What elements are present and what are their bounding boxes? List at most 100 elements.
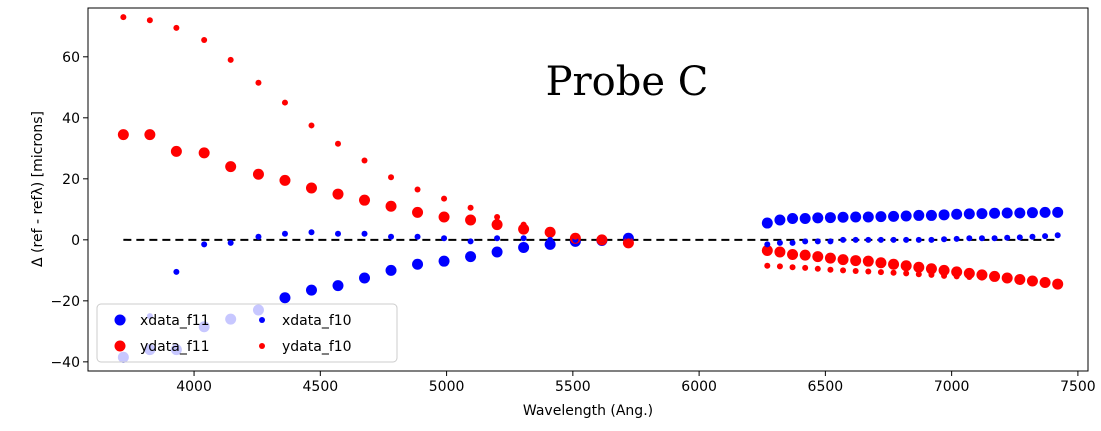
y-tick-label: −20 xyxy=(50,294,80,310)
xdata_f11-point xyxy=(976,208,988,220)
ydata_f10-point xyxy=(1042,278,1049,285)
ydata_f10-point xyxy=(991,275,998,282)
x-tick-label: 6000 xyxy=(681,379,717,395)
y-tick-label: 0 xyxy=(71,233,80,249)
ydata_f10-point xyxy=(764,262,771,269)
ydata_f10-point xyxy=(953,273,960,280)
ydata_f11-point xyxy=(837,254,849,266)
ydata_f11-point xyxy=(225,161,237,173)
xdata_f11-point xyxy=(812,212,824,224)
xdata_f10-point xyxy=(953,235,960,242)
xdata_f10-point xyxy=(802,238,809,245)
ydata_f10-point xyxy=(625,238,632,245)
ydata_f10-point xyxy=(840,267,847,274)
x-tick-label: 4000 xyxy=(176,379,212,395)
xdata_f11-point xyxy=(1039,206,1051,218)
xdata_f10-point xyxy=(915,236,922,243)
xdata_f10-point xyxy=(441,235,448,242)
ydata_f10-point xyxy=(877,269,884,276)
ydata_f11-point xyxy=(252,168,264,180)
xdata_f10-point xyxy=(865,236,872,243)
ydata_f11-point xyxy=(465,214,477,226)
x-axis-label: Wavelength (Ang.) xyxy=(523,403,653,419)
ydata_f10-point xyxy=(388,174,395,181)
xdata_f11-point xyxy=(305,284,317,296)
axis-ticks: 4000 4500 5000 5500 6000 6500 7000 7500 −40 −20 0 2… xyxy=(50,50,1095,395)
ydata_f11-point xyxy=(359,194,371,206)
ydata_f10-point xyxy=(467,204,474,211)
xdata_f11-point xyxy=(279,292,291,304)
xdata_f11-point xyxy=(359,272,371,284)
ydata_f10-point xyxy=(520,221,527,228)
xdata_f11-point xyxy=(761,217,773,229)
xdata_f11-point xyxy=(824,212,836,224)
legend-marker-ydata_f11 xyxy=(114,340,126,352)
y-tick-label: 20 xyxy=(62,172,80,188)
xdata_f10-point xyxy=(928,236,935,243)
xdata_f10-point xyxy=(840,236,847,243)
ydata_f11-point xyxy=(198,147,210,159)
ydata_f10-point xyxy=(308,122,315,129)
ydata_f10-point xyxy=(255,79,262,86)
xdata_f10-point xyxy=(877,236,884,243)
xdata_f10-point xyxy=(547,236,554,243)
ydata_f10-point xyxy=(572,233,579,240)
ydata_f10-point xyxy=(966,274,973,281)
xdata_f10-point xyxy=(966,235,973,242)
legend-label-ydata_f11: ydata_f11 xyxy=(140,339,210,355)
x-tick-label: 7500 xyxy=(1060,379,1096,395)
legend-label-ydata_f10: ydata_f10 xyxy=(282,339,352,355)
ydata_f10-point xyxy=(941,272,948,279)
xdata_f10-point xyxy=(414,233,421,240)
ydata_f10-point xyxy=(201,37,208,44)
xdata_f10-point xyxy=(978,235,985,242)
ydata_f11-point xyxy=(279,174,291,186)
ydata_f10-point xyxy=(414,186,421,193)
ydata_f10-point xyxy=(802,264,809,271)
xdata_f11-point xyxy=(1014,207,1026,219)
ydata_f10-point xyxy=(776,263,783,270)
xdata_f11-point xyxy=(888,210,900,222)
xdata_f11-point xyxy=(799,212,811,224)
xdata_f11-point xyxy=(412,258,424,270)
ydata_f11-point xyxy=(774,246,786,258)
ydata_f11-point xyxy=(812,251,824,263)
xdata_f10-point xyxy=(1054,232,1061,239)
xdata_f11-point xyxy=(963,208,975,220)
xdata_f11-point xyxy=(332,280,344,292)
ydata_f10-point xyxy=(978,274,985,281)
xdata_f10-point xyxy=(388,233,395,240)
ydata_f10-point xyxy=(146,17,153,24)
y-tick-label: −40 xyxy=(50,355,80,371)
xdata_f10-point xyxy=(520,235,527,242)
ydata_f10-point xyxy=(441,195,448,202)
xdata_f11-point xyxy=(465,251,477,263)
ydata_f11-point xyxy=(938,264,950,276)
xdata_f11-point xyxy=(1026,207,1038,219)
ydata_f10-point xyxy=(547,229,554,236)
legend-marker-xdata_f10 xyxy=(259,317,265,323)
ydata_f11-point xyxy=(888,258,900,270)
ydata_f10-point xyxy=(1054,278,1061,285)
data-points xyxy=(117,14,1064,363)
plot-frame xyxy=(87,7,1089,372)
ydata_f11-point xyxy=(824,252,836,264)
ydata_f10-point xyxy=(1004,275,1011,282)
x-tick-label: 5000 xyxy=(429,379,465,395)
y-axis-label: Δ (ref - refλ) [microns] xyxy=(30,111,46,267)
xdata_f10-point xyxy=(255,233,262,240)
y-tick-label: 60 xyxy=(62,50,80,66)
legend-box xyxy=(96,303,398,363)
xdata_f10-point xyxy=(827,238,834,245)
xdata_f10-point xyxy=(1016,234,1023,241)
xdata_f10-point xyxy=(335,230,341,237)
xdata_f11-point xyxy=(837,211,849,223)
xdata_f11-point xyxy=(862,211,874,223)
ydata_f11-point xyxy=(117,129,129,141)
xdata_f10-point xyxy=(789,239,796,246)
y-tick-label: 40 xyxy=(62,111,80,127)
ydata_f10-point xyxy=(281,99,288,106)
xdata_f10-point xyxy=(308,229,315,236)
ydata_f10-point xyxy=(227,56,234,63)
xdata_f10-point xyxy=(991,235,998,242)
